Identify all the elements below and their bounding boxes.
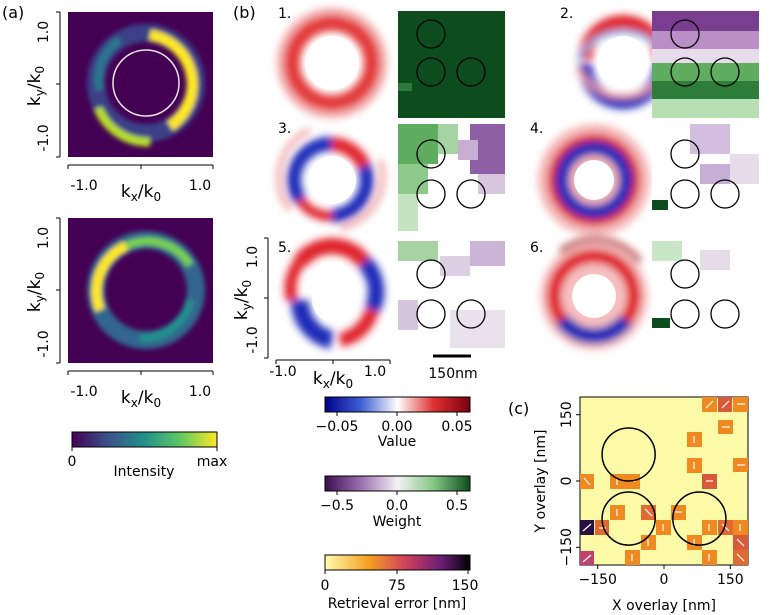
- basis-pattern-1: [277, 8, 387, 118]
- overlay-circles: [601, 427, 727, 546]
- svg-text:ky/k0: ky/k0: [25, 66, 47, 106]
- intensity-colorbar: [71, 431, 218, 448]
- axes-b-panel5: [264, 237, 391, 364]
- tick-a-top-x-pos: 1.0: [189, 178, 211, 194]
- tick-a-top-y-neg: -1.0: [36, 124, 52, 151]
- tick-a-top-x-neg: -1.0: [70, 178, 97, 194]
- svg-text:ky/k0: ky/k0: [25, 272, 47, 312]
- tick-a-bottom-y-pos: 1.0: [36, 227, 52, 249]
- overlay-ytick-label-1: 0: [559, 477, 575, 486]
- weight-map-4: [652, 124, 759, 231]
- weight-map-3: [398, 124, 505, 231]
- value-tick-mid: 0.00: [381, 419, 412, 435]
- xlabel-b: kx/k0: [313, 369, 353, 391]
- weight-map-6: [652, 241, 759, 348]
- weight-colorbar-label: Weight: [373, 514, 422, 530]
- intensity-colorbar-max: max: [197, 454, 228, 470]
- intensity-colorbar-min: 0: [68, 454, 77, 470]
- tick-a-top-y-pos: 1.0: [36, 21, 52, 43]
- axes-a-bottom: [56, 217, 214, 375]
- tick-a-bottom-x-pos: 1.0: [189, 384, 211, 400]
- overlay-arrows: [582, 400, 745, 563]
- weight-tick-mid: 0.0: [386, 498, 408, 514]
- panel-label-a: (a): [2, 3, 24, 22]
- basis-pattern-3: [276, 127, 386, 231]
- svg-text:kx/k0: kx/k0: [121, 388, 161, 410]
- error-tick-max: 150: [452, 578, 479, 594]
- svg-text:kx/k0: kx/k0: [313, 369, 353, 391]
- basis-pattern-5: [284, 238, 385, 349]
- error-colorbar: [324, 554, 471, 571]
- overlay-xtick-label-1: 0: [660, 572, 669, 588]
- panel-label-c: (c): [508, 399, 529, 418]
- basis-pattern-4: [538, 124, 650, 236]
- weight-tick-min: −0.5: [320, 498, 354, 514]
- weight-colorbar: [324, 475, 471, 492]
- subpanel-number-1: 1.: [278, 6, 291, 22]
- overlay-target-circle-1: [601, 427, 656, 482]
- ylabel-b: ky/k0: [232, 280, 254, 320]
- ylabel-a-top: ky/k0: [25, 66, 47, 106]
- subpanel-number-2: 2.: [560, 6, 573, 22]
- overlay-xlabel: X overlay [nm]: [612, 598, 716, 614]
- error-tick-min: 0: [321, 578, 330, 594]
- error-colorbar-label: Retrieval error [nm]: [328, 596, 466, 612]
- overlay-target-circle-2: [601, 491, 656, 546]
- overlay-ytick-label-2: 150: [559, 401, 575, 428]
- overlay-axes: [576, 414, 731, 569]
- overlay-ylabel: Y overlay [nm]: [533, 430, 549, 534]
- xlabel-a-bottom: kx/k0: [121, 388, 161, 410]
- subpanel-number-5: 5.: [278, 240, 291, 256]
- value-tick-max: 0.05: [441, 419, 472, 435]
- tick-b-x-neg: -1.0: [269, 364, 296, 380]
- xlabel-a-top: kx/k0: [121, 182, 161, 204]
- tick-b-y-pos: 1.0: [245, 246, 261, 268]
- subpanel-number-6: 6.: [530, 240, 543, 256]
- overlay-target-circle-3: [672, 491, 727, 546]
- subpanel-number-3: 3.: [278, 121, 291, 137]
- basis-pattern-6: [540, 237, 648, 350]
- axes-a-top: [56, 11, 214, 169]
- scale-bar-label: 150nm: [428, 366, 477, 382]
- value-tick-min: −0.05: [316, 419, 359, 435]
- svg-text:ky/k0: ky/k0: [232, 280, 254, 320]
- weight-tick-max: 0.5: [446, 498, 468, 514]
- overlay-ytick-label-0: −150: [559, 528, 575, 566]
- intensity-colorbar-label: Intensity: [114, 464, 175, 480]
- ylabel-a-bottom: ky/k0: [25, 272, 47, 312]
- intensity-image-top: [68, 12, 213, 157]
- value-colorbar-label: Value: [378, 434, 416, 450]
- tick-a-bottom-x-neg: -1.0: [70, 384, 97, 400]
- tick-b-y-neg: -1.0: [245, 326, 261, 353]
- weight-map-5: [398, 241, 505, 348]
- intensity-image-bottom: [68, 218, 213, 363]
- svg-text:kx/k0: kx/k0: [121, 182, 161, 204]
- value-colorbar: [324, 396, 471, 413]
- subpanel-number-4: 4.: [530, 121, 543, 137]
- weight-map-1: [398, 11, 505, 118]
- overlay-xtick-label-0: −150: [578, 572, 616, 588]
- weight-map-2: [652, 11, 759, 118]
- tick-b-x-pos: 1.0: [364, 364, 386, 380]
- error-tick-mid: 75: [388, 578, 406, 594]
- tick-a-bottom-y-neg: -1.0: [36, 330, 52, 357]
- overlay-tick-labels: −150 0 150 −150 0 150: [559, 401, 744, 588]
- overlay-xtick-label-2: 150: [717, 572, 744, 588]
- panel-label-b: (b): [233, 3, 256, 22]
- overlay-error-map: [579, 396, 749, 566]
